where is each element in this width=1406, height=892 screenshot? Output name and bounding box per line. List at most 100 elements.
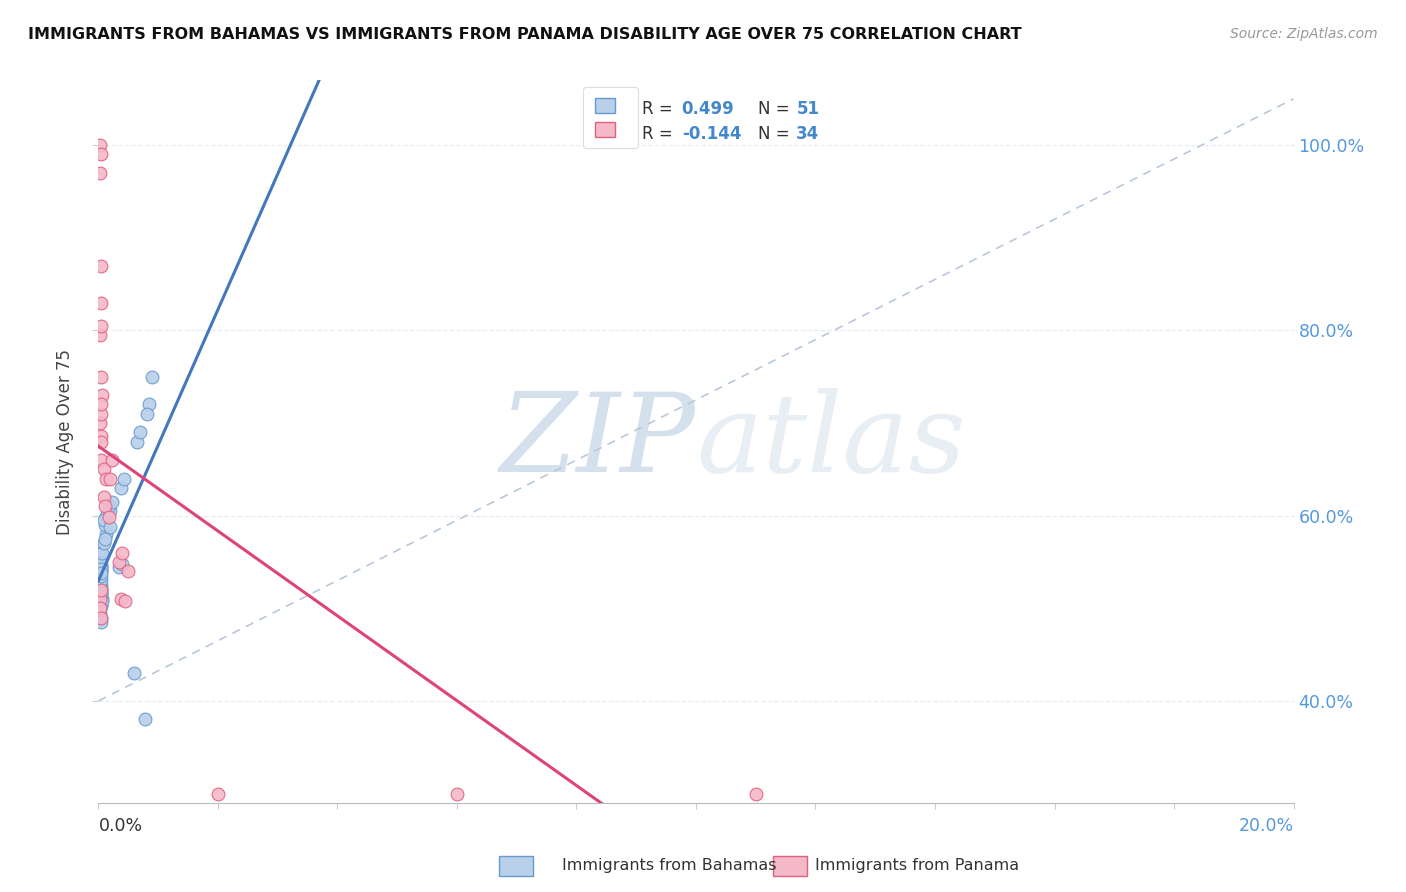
Point <box>90 564 112 578</box>
Point <box>90 566 112 580</box>
Point <box>90 586 112 600</box>
Point <box>94 472 117 486</box>
Point <box>91 388 114 402</box>
Point <box>93 490 115 504</box>
Point <box>89 166 111 180</box>
Point <box>90 582 112 597</box>
Point <box>98 504 122 518</box>
Point <box>108 559 131 574</box>
Text: R =: R = <box>643 126 678 144</box>
Point <box>91 546 114 560</box>
Point <box>90 581 112 595</box>
Point <box>117 564 139 578</box>
Text: R =: R = <box>643 100 678 118</box>
Point <box>207 787 229 801</box>
Point <box>111 557 134 571</box>
Point <box>90 587 112 601</box>
Point <box>90 259 112 273</box>
Point <box>90 599 112 614</box>
Point <box>110 592 132 607</box>
Point <box>90 397 112 411</box>
Point <box>90 369 112 384</box>
Text: ZIP: ZIP <box>501 388 696 495</box>
Point <box>90 564 112 578</box>
Point <box>93 462 115 476</box>
Point <box>94 500 117 514</box>
Text: atlas: atlas <box>696 388 966 495</box>
Text: -0.144: -0.144 <box>682 126 741 144</box>
Point <box>129 425 152 440</box>
Text: Immigrants from Bahamas: Immigrants from Bahamas <box>562 858 778 872</box>
Point <box>90 147 112 161</box>
Point <box>98 500 121 514</box>
Point <box>108 555 131 569</box>
Point <box>134 713 156 727</box>
Text: 0.499: 0.499 <box>682 100 734 118</box>
Text: 20.0%: 20.0% <box>1239 817 1294 835</box>
Point <box>100 494 122 508</box>
Point <box>90 318 112 333</box>
Point <box>94 517 117 532</box>
Point <box>89 550 111 565</box>
Point <box>136 407 159 421</box>
Point <box>98 472 122 486</box>
Point <box>93 513 115 527</box>
Text: Source: ZipAtlas.com: Source: ZipAtlas.com <box>1230 27 1378 41</box>
Point <box>98 510 121 524</box>
Point <box>90 597 112 611</box>
Point <box>91 592 114 607</box>
Point <box>90 569 112 583</box>
Point <box>90 582 112 597</box>
Point <box>90 562 112 576</box>
Point <box>94 527 117 541</box>
Point <box>90 578 112 592</box>
Point <box>90 559 112 574</box>
Point <box>112 472 135 486</box>
Legend: , : , <box>583 87 637 148</box>
Point <box>141 369 163 384</box>
Point <box>745 787 768 801</box>
Point <box>89 601 111 615</box>
Point <box>89 590 111 604</box>
Point <box>89 606 111 620</box>
Point <box>90 429 112 443</box>
Point <box>90 559 112 574</box>
Point <box>114 594 136 608</box>
Text: 0.0%: 0.0% <box>98 817 142 835</box>
Point <box>100 453 122 467</box>
Point <box>98 520 121 534</box>
Point <box>89 138 111 153</box>
Point <box>138 397 160 411</box>
Point <box>90 615 112 630</box>
Point <box>89 416 111 430</box>
Text: N =: N = <box>758 126 794 144</box>
Point <box>446 787 468 801</box>
Point <box>90 610 112 624</box>
Y-axis label: Disability Age Over 75: Disability Age Over 75 <box>56 349 75 534</box>
Point <box>89 546 111 560</box>
Point <box>90 610 112 624</box>
Point <box>110 481 132 495</box>
Point <box>89 575 111 590</box>
Point <box>90 434 112 449</box>
Point <box>127 434 149 449</box>
Point <box>94 532 117 546</box>
Point <box>89 592 111 607</box>
Point <box>90 407 112 421</box>
Text: Immigrants from Panama: Immigrants from Panama <box>815 858 1019 872</box>
Point <box>90 453 112 467</box>
Point <box>89 574 111 588</box>
Text: IMMIGRANTS FROM BAHAMAS VS IMMIGRANTS FROM PANAMA DISABILITY AGE OVER 75 CORRELA: IMMIGRANTS FROM BAHAMAS VS IMMIGRANTS FR… <box>28 27 1022 42</box>
Point <box>89 555 111 569</box>
Point <box>124 666 146 681</box>
Point <box>111 546 134 560</box>
Point <box>90 557 112 571</box>
Text: 51: 51 <box>796 100 820 118</box>
Point <box>90 295 112 310</box>
Point <box>90 574 112 588</box>
Point <box>91 594 114 608</box>
Point <box>89 328 111 343</box>
Text: 34: 34 <box>796 126 820 144</box>
Point <box>89 601 111 615</box>
Point <box>90 584 112 599</box>
